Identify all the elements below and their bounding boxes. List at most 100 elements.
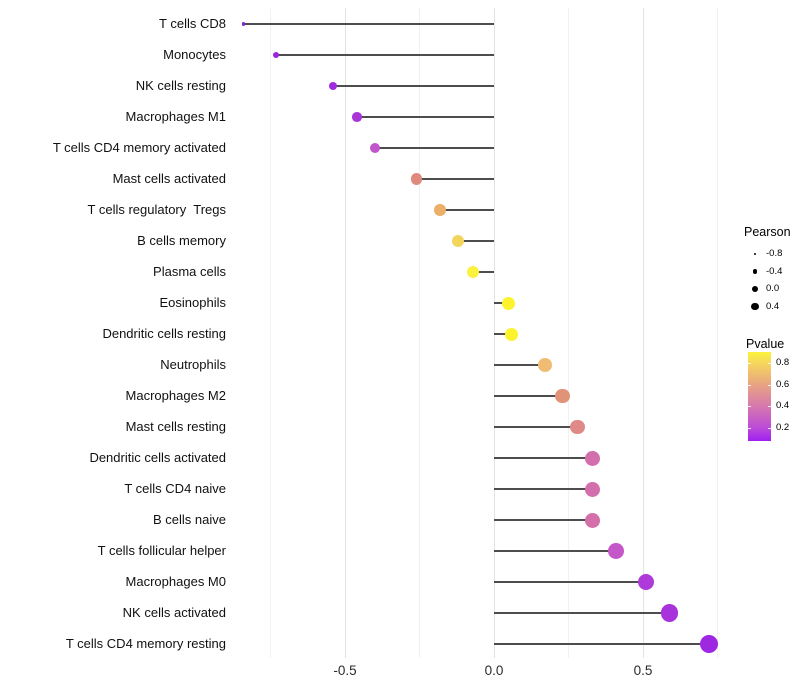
lollipop-dot [452, 234, 465, 248]
legend-size-dot [752, 286, 758, 292]
lollipop-dot [241, 22, 246, 26]
lollipop-dot [637, 573, 655, 591]
gridline-minor [568, 8, 569, 658]
row-label: Macrophages M2 [125, 388, 226, 403]
lollipop-stem [494, 302, 509, 304]
row-label: NK cells activated [122, 605, 226, 620]
gridline-minor [717, 8, 718, 658]
lollipop-stem [494, 643, 709, 645]
lollipop-stem [494, 612, 670, 614]
lollipop-dot [537, 358, 552, 372]
lollipop-stem [440, 209, 494, 211]
legend-pearson-entry: 0.4 [744, 300, 779, 314]
gridline-major [344, 8, 346, 658]
legend-pearson-entry: 0.0 [744, 282, 779, 296]
lollipop-dot [352, 112, 362, 122]
row-label: NK cells resting [135, 78, 226, 93]
lollipop-dot [434, 204, 447, 216]
pvalue-tick-mark-right [768, 406, 771, 408]
pvalue-tick-mark-left [748, 384, 751, 386]
pvalue-tick-label: 0.2 [776, 421, 790, 433]
row-label: T cells CD4 memory activated [52, 140, 226, 155]
lollipop-dot [369, 142, 380, 154]
pvalue-tick-label: 0.6 [776, 378, 790, 390]
lollipop-stem [458, 240, 494, 242]
lollipop-stem [374, 147, 494, 149]
lollipop-stem [494, 395, 563, 397]
lollipop-dot [584, 450, 600, 466]
lollipop-dot [608, 543, 625, 559]
x-tick-label: 0.0 [484, 663, 504, 678]
row-label: T cells CD8 [159, 16, 226, 31]
legend-size-dot [751, 302, 759, 311]
pvalue-tick-mark-right [768, 427, 771, 429]
lollipop-dot [505, 327, 519, 341]
row-label: Macrophages M0 [125, 574, 226, 589]
pvalue-tick-mark-left [748, 406, 751, 408]
lollipop-dot [410, 173, 423, 185]
gridline-major [493, 8, 495, 658]
lollipop-dot [328, 81, 338, 91]
pvalue-tick-mark-right [768, 384, 771, 386]
legend-pearson-entry: -0.4 [744, 265, 782, 279]
lollipop-stem [416, 178, 494, 180]
legend-pvalue-title: Pvalue [746, 337, 785, 351]
lollipop-stem [494, 488, 593, 490]
legend-size-label: 0.0 [766, 283, 780, 294]
pvalue-tick-mark-left [748, 427, 751, 429]
legend-size-label: -0.4 [766, 265, 783, 277]
lollipop-stem [494, 364, 545, 366]
pvalue-colorbar [748, 352, 771, 441]
row-label: Eosinophils [159, 295, 227, 310]
legend-size-label: -0.8 [766, 248, 783, 259]
legend-dot-cell [744, 286, 766, 292]
row-label: T cells CD4 memory resting [65, 636, 226, 651]
legend-dot-cell [744, 302, 766, 311]
legend-dot-cell [744, 252, 766, 256]
pvalue-tick-label: 0.8 [776, 356, 790, 368]
lollipop-stem [494, 550, 617, 552]
row-label: T cells CD4 naive [124, 481, 226, 496]
lollipop-stem [276, 54, 494, 56]
row-label: T cells regulatory Tregs [87, 202, 226, 217]
row-label: B cells memory [137, 233, 226, 248]
lollipop-dot [273, 52, 280, 58]
row-label: Dendritic cells resting [102, 326, 226, 341]
lollipop-stem [356, 116, 494, 118]
row-label: B cells naive [153, 512, 226, 527]
row-label: Plasma cells [153, 264, 226, 279]
row-label: Mast cells resting [125, 419, 226, 434]
x-tick-label: -0.5 [333, 663, 357, 678]
lollipop-dot [699, 635, 718, 653]
lollipop-dot [555, 388, 570, 404]
legend-size-dot [753, 252, 757, 256]
pvalue-tick-mark-right [768, 362, 771, 364]
lollipop-stem [494, 519, 593, 521]
lollipop-stem [243, 23, 494, 25]
pvalue-tick-label: 0.4 [776, 400, 790, 412]
lollipop-stem [494, 426, 578, 428]
x-tick-label: 0.5 [633, 663, 653, 678]
row-label: Dendritic cells activated [89, 450, 226, 465]
lollipop-stem [494, 457, 593, 459]
lollipop-dot [466, 265, 480, 279]
lollipop-stem [494, 333, 512, 335]
legend-dot-cell [744, 269, 766, 274]
lollipop-stem [494, 581, 646, 583]
row-label: Neutrophils [160, 357, 226, 372]
pvalue-tick-mark-left [748, 362, 751, 364]
legend-pearson-title: Pearson [744, 225, 791, 239]
gridline-major [642, 8, 644, 658]
gridline-minor [419, 8, 420, 658]
legend-size-dot [752, 269, 758, 274]
lollipop-stem [333, 85, 494, 87]
lollipop-dot [661, 604, 679, 622]
row-label: Monocytes [163, 47, 226, 62]
lollipop-dot [584, 481, 600, 497]
row-label: Macrophages M1 [125, 109, 226, 124]
row-label: T cells follicular helper [97, 543, 226, 558]
legend-size-label: 0.4 [766, 300, 780, 312]
lollipop-dot [584, 512, 600, 528]
lollipop-stem [473, 271, 494, 273]
